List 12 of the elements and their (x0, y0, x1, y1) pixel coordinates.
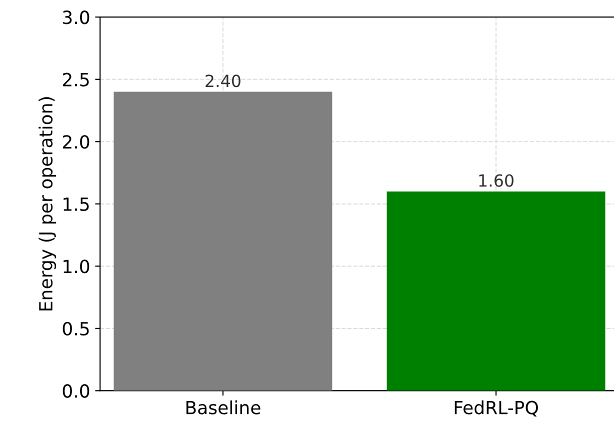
y-tick-label: 3.0 (63, 10, 90, 24)
y-tick-label: 1.0 (64, 260, 90, 274)
data-label: 2.40 (206, 74, 240, 88)
y-tick-label: 0.5 (62, 322, 89, 336)
data-label: 1.60 (479, 174, 514, 187)
y-axis-title: Energy (J per operation) (38, 97, 56, 310)
x-tick-label: Baseline (186, 400, 260, 414)
x-tick-label: FedRL-PQ (454, 400, 538, 416)
y-tick-label: 2.0 (62, 135, 90, 149)
y-tick-label: 2.5 (62, 72, 89, 86)
y-tick-label: 0.0 (62, 384, 90, 398)
y-tick-label: 1.5 (64, 198, 89, 212)
